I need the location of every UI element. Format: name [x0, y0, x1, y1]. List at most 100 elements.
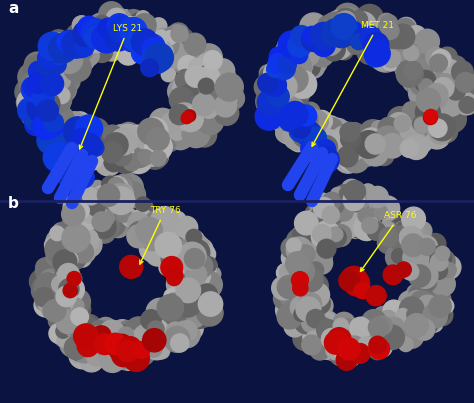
- Circle shape: [214, 95, 237, 117]
- Circle shape: [176, 275, 194, 293]
- Circle shape: [344, 19, 367, 42]
- Circle shape: [310, 333, 330, 353]
- Circle shape: [280, 46, 295, 61]
- Circle shape: [75, 199, 90, 213]
- Circle shape: [147, 321, 164, 338]
- Circle shape: [155, 233, 182, 259]
- Circle shape: [365, 342, 379, 356]
- Circle shape: [281, 91, 301, 111]
- Circle shape: [55, 46, 83, 73]
- Circle shape: [291, 110, 307, 126]
- Circle shape: [269, 47, 289, 66]
- Circle shape: [75, 168, 94, 187]
- Circle shape: [296, 295, 315, 314]
- Circle shape: [283, 52, 311, 80]
- Circle shape: [292, 128, 315, 150]
- Circle shape: [75, 115, 102, 142]
- Circle shape: [432, 276, 447, 291]
- Circle shape: [372, 45, 399, 72]
- Circle shape: [325, 141, 350, 166]
- Circle shape: [21, 72, 42, 92]
- Circle shape: [161, 257, 182, 278]
- Circle shape: [182, 120, 210, 147]
- Circle shape: [290, 258, 315, 284]
- Circle shape: [383, 26, 403, 46]
- Circle shape: [94, 130, 121, 157]
- Circle shape: [310, 25, 330, 46]
- Circle shape: [42, 95, 60, 112]
- Circle shape: [79, 46, 99, 66]
- Circle shape: [390, 130, 412, 153]
- Circle shape: [292, 117, 311, 135]
- Circle shape: [396, 220, 414, 239]
- Circle shape: [58, 276, 84, 303]
- Circle shape: [296, 297, 320, 322]
- Circle shape: [404, 62, 421, 79]
- Circle shape: [63, 283, 77, 298]
- Circle shape: [146, 128, 169, 151]
- Circle shape: [72, 329, 95, 353]
- Circle shape: [87, 20, 109, 42]
- Circle shape: [406, 26, 426, 46]
- Circle shape: [109, 17, 135, 43]
- Circle shape: [280, 280, 299, 299]
- Circle shape: [284, 57, 311, 84]
- Circle shape: [342, 342, 357, 357]
- Circle shape: [280, 289, 297, 306]
- Circle shape: [37, 126, 65, 154]
- Circle shape: [162, 134, 179, 152]
- Circle shape: [118, 337, 141, 359]
- Circle shape: [153, 135, 172, 155]
- Circle shape: [315, 133, 337, 155]
- Circle shape: [356, 209, 379, 232]
- Circle shape: [158, 315, 183, 339]
- Circle shape: [159, 236, 187, 263]
- Circle shape: [364, 40, 390, 66]
- Circle shape: [410, 75, 430, 95]
- Circle shape: [146, 221, 161, 237]
- Circle shape: [56, 287, 76, 307]
- Circle shape: [430, 254, 447, 272]
- Circle shape: [283, 65, 309, 91]
- Circle shape: [412, 116, 427, 131]
- Circle shape: [360, 339, 376, 355]
- Circle shape: [168, 79, 194, 104]
- Circle shape: [178, 56, 198, 76]
- Circle shape: [264, 104, 289, 128]
- Circle shape: [294, 60, 309, 75]
- Circle shape: [57, 264, 79, 285]
- Circle shape: [316, 325, 339, 348]
- Circle shape: [430, 253, 448, 271]
- Circle shape: [318, 25, 337, 43]
- Circle shape: [292, 311, 307, 326]
- Circle shape: [362, 321, 380, 339]
- Circle shape: [35, 291, 55, 311]
- Circle shape: [428, 246, 452, 270]
- Circle shape: [27, 73, 48, 93]
- Circle shape: [331, 126, 356, 151]
- Circle shape: [138, 34, 165, 60]
- Circle shape: [193, 120, 216, 143]
- Circle shape: [403, 35, 421, 54]
- Circle shape: [308, 292, 330, 314]
- Circle shape: [294, 27, 320, 53]
- Circle shape: [56, 265, 80, 289]
- Circle shape: [301, 310, 325, 334]
- Circle shape: [120, 154, 140, 173]
- Circle shape: [106, 325, 133, 352]
- Circle shape: [402, 234, 424, 257]
- Circle shape: [70, 227, 87, 244]
- Circle shape: [284, 261, 307, 283]
- Circle shape: [65, 267, 80, 282]
- Circle shape: [350, 343, 370, 364]
- Circle shape: [119, 25, 146, 52]
- Circle shape: [363, 32, 389, 58]
- Circle shape: [53, 123, 80, 150]
- Circle shape: [80, 325, 94, 339]
- Circle shape: [329, 224, 351, 247]
- Circle shape: [169, 127, 191, 150]
- Circle shape: [358, 208, 373, 223]
- Circle shape: [176, 101, 202, 128]
- Circle shape: [333, 318, 348, 334]
- Circle shape: [383, 210, 402, 229]
